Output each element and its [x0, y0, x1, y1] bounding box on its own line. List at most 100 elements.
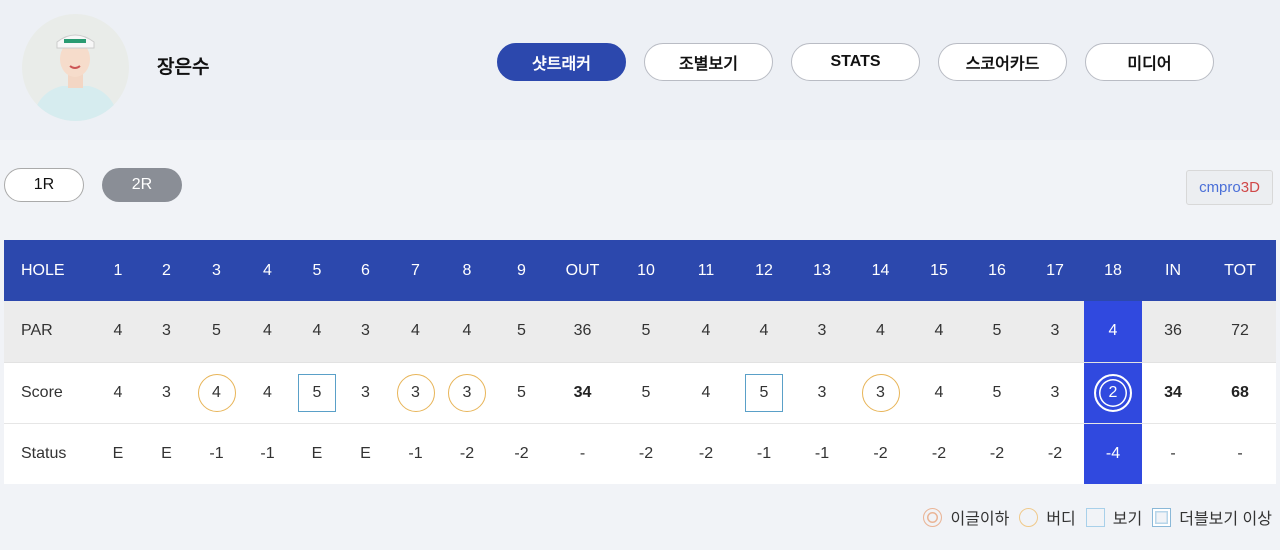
par-value: 5: [517, 322, 526, 340]
status-value: -1: [408, 444, 423, 462]
header-cell: 15: [910, 240, 968, 301]
header-value: 1: [113, 261, 123, 279]
score-cell: 3: [341, 362, 390, 424]
cmpro-3d-label: 3D: [1240, 179, 1260, 196]
header-cell: 3: [191, 240, 242, 301]
par-cell: 4: [1084, 301, 1142, 363]
score-cell: 4: [677, 362, 735, 424]
header-value: 5: [312, 261, 322, 279]
status-cell: -2: [441, 423, 493, 484]
score-value: 34: [573, 383, 592, 401]
score-cell: 2: [1084, 362, 1142, 424]
view-tabs: 샷트래커 조별보기 STATS 스코어카드 미디어: [497, 43, 1214, 81]
score-cell: Score: [4, 362, 94, 424]
legend: 이글이하 버디 보기 더블보기 이상: [913, 505, 1272, 529]
header-value: OUT: [565, 261, 600, 279]
status-cell: -4: [1084, 423, 1142, 484]
score-value: 4: [263, 383, 272, 401]
score-value: 3: [162, 383, 171, 401]
header-value: TOT: [1224, 261, 1256, 279]
status-value: -1: [209, 444, 224, 462]
player-header: 장은수 샷트래커 조별보기 STATS 스코어카드 미디어: [0, 0, 1280, 140]
header-value: HOLE: [21, 261, 65, 279]
score-value: 3: [1050, 383, 1060, 401]
score-value: 34: [1164, 383, 1182, 401]
score-value: 5: [517, 383, 526, 401]
score-row: Score 4 3 4 4 5 3 3 3 5 34 5 4 5 3 3 4 5 3 2 34 68: [4, 362, 1276, 424]
eagle-icon: [923, 507, 943, 527]
par-value: 4: [701, 322, 711, 340]
score-cell: 5: [615, 362, 677, 424]
status-cell: E: [341, 423, 390, 484]
score-cell: 5: [968, 362, 1026, 424]
score-value: 4: [934, 383, 944, 401]
header-value: 3: [212, 261, 221, 279]
tab-media[interactable]: 미디어: [1085, 43, 1214, 81]
status-cell: -1: [191, 423, 242, 484]
tab-group-view[interactable]: 조별보기: [644, 43, 773, 81]
status-value: -2: [1047, 444, 1063, 462]
score-value: 4: [113, 383, 123, 401]
score-cell: 3: [441, 362, 493, 424]
header-cell: 14: [851, 240, 910, 301]
par-value: 4: [1108, 322, 1118, 340]
header-cell: 1: [94, 240, 142, 301]
par-value: 4: [759, 322, 769, 340]
header-value: 12: [755, 261, 773, 279]
status-value: E: [360, 444, 371, 462]
status-value: -: [1170, 444, 1176, 462]
par-value: 36: [573, 322, 592, 340]
score-cell: 5: [735, 362, 793, 424]
status-value: -: [1237, 444, 1243, 462]
score-cell: 34: [1142, 362, 1204, 424]
cmpro3d-button[interactable]: cmpro 3D: [1186, 170, 1273, 205]
status-value: Status: [21, 444, 67, 462]
status-value: -: [579, 444, 586, 462]
header-value: 2: [162, 261, 171, 279]
legend-birdie: 버디: [1046, 511, 1076, 528]
tab-shot-tracker[interactable]: 샷트래커: [497, 43, 626, 81]
player-avatar: [22, 14, 129, 121]
par-value: 3: [162, 322, 171, 340]
tab-stats[interactable]: STATS: [791, 43, 920, 81]
status-value: -4: [1105, 444, 1121, 462]
header-cell: HOLE: [4, 240, 94, 301]
par-cell: 4: [851, 301, 910, 363]
header-value: 18: [1104, 261, 1122, 279]
score-value: 5: [641, 383, 651, 401]
double-bogey-icon: [1152, 507, 1172, 527]
status-cell: -2: [968, 423, 1026, 484]
par-cell: 36: [550, 301, 615, 363]
par-value: 72: [1231, 322, 1249, 340]
status-value: E: [161, 444, 172, 462]
score-value: 5: [992, 383, 1002, 401]
birdie-icon: [1019, 507, 1039, 527]
status-cell: -2: [910, 423, 968, 484]
score-value: 3: [817, 383, 827, 401]
score-value: 3: [361, 383, 370, 401]
round-2-button[interactable]: 2R: [102, 168, 182, 202]
score-value: Score: [21, 383, 63, 401]
round-1-button[interactable]: 1R: [4, 168, 84, 202]
status-value: -1: [814, 444, 830, 462]
header-cell: OUT: [550, 240, 615, 301]
status-value: -2: [459, 444, 475, 462]
par-value: 4: [462, 322, 472, 340]
par-cell: 3: [341, 301, 390, 363]
par-value: PAR: [21, 322, 53, 340]
score-cell: 4: [94, 362, 142, 424]
header-cell: 16: [968, 240, 1026, 301]
scorecard-table: HOLE 1 2 3 4 5 6 7 8 9 OUT 10 11 12 13 14 15 16 17 18 IN TOT P…: [4, 240, 1276, 484]
status-cell: -1: [390, 423, 441, 484]
tab-scorecard[interactable]: 스코어카드: [938, 43, 1067, 81]
status-value: -2: [514, 444, 529, 462]
status-cell: Status: [4, 423, 94, 484]
bogey-score-marker: 5: [745, 373, 783, 412]
bogey-score-marker: 5: [298, 373, 336, 412]
header-cell: 18: [1084, 240, 1142, 301]
player-name: 장은수: [157, 57, 210, 78]
status-row: Status E E -1 -1 E E -1 -2 -2 - -2 -2 -1 -1 -2 -2 -2 -2 -4 -…: [4, 423, 1276, 484]
header-value: 6: [361, 261, 370, 279]
par-cell: 72: [1204, 301, 1276, 363]
par-cell: 3: [142, 301, 191, 363]
